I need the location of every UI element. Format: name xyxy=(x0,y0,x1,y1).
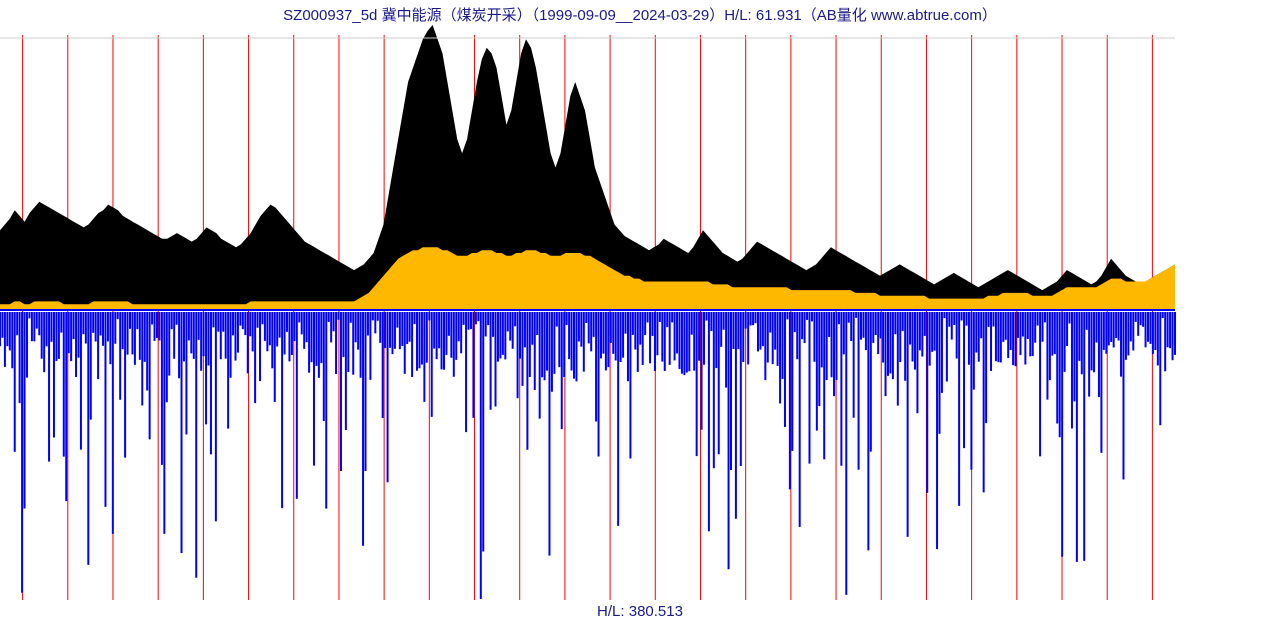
chart-footer: H/L: 380.513 xyxy=(0,603,1280,620)
chart-container: SZ000937_5d 冀中能源（煤炭开采）（1999-09-09__2024-… xyxy=(0,0,1280,620)
chart-title: SZ000937_5d 冀中能源（煤炭开采）（1999-09-09__2024-… xyxy=(0,4,1280,25)
chart-svg xyxy=(0,0,1280,620)
